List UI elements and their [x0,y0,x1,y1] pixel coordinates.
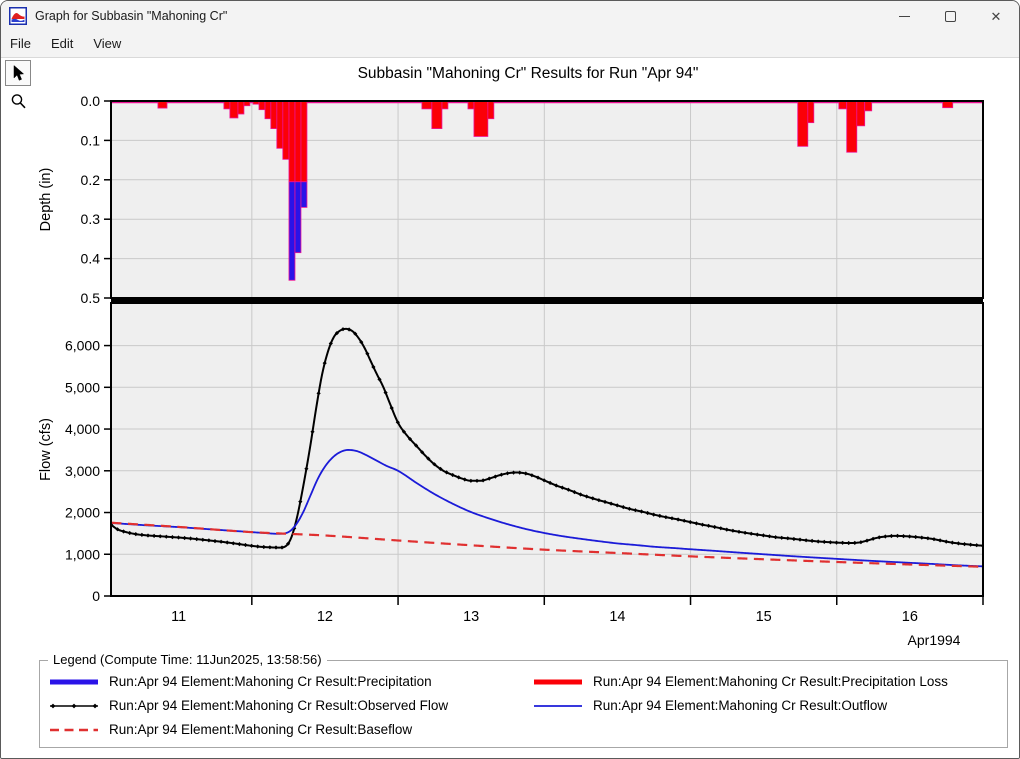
legend-item: Run:Apr 94 Element:Mahoning Cr Result:Pr… [48,674,532,689]
menu-item-file[interactable]: File [10,36,31,51]
legend-items: Run:Apr 94 Element:Mahoning Cr Result:Pr… [40,661,1007,737]
legend-item: Run:Apr 94 Element:Mahoning Cr Result:Pr… [532,674,1007,689]
day-tick-label: 16 [902,609,918,625]
legend-label: Run:Apr 94 Element:Mahoning Cr Result:Ba… [109,722,413,737]
precip-loss-bar [258,100,266,111]
precip-loss-bar [441,100,449,110]
baseflow-line [111,521,983,568]
legend-item: Run:Apr 94 Element:Mahoning Cr Result:Ou… [532,698,1007,713]
outflow-line [111,449,983,568]
precip-loss-bar [157,100,168,109]
flow-tick-label: 6,000 [65,338,100,354]
legend-key-markers [48,700,100,712]
menu-item-edit[interactable]: Edit [50,36,74,51]
x-axis-unit-label: Apr1994 [908,632,961,648]
legend-item: Run:Apr 94 Element:Mahoning Cr Result:Ba… [48,722,532,737]
day-tick-label: 11 [171,609,186,625]
pointer-tool-button[interactable] [5,60,31,86]
flow-panel-border [110,302,984,597]
minimize-icon [898,15,910,17]
minimize-button[interactable] [881,1,927,31]
panel-divider [111,298,983,303]
precip-loss-bar [467,100,475,110]
precip-loss-bar [294,100,302,183]
precip-loss-bar [797,100,809,147]
flow-tick-label: 3,000 [65,463,100,479]
depth-tick-label: 0.3 [81,211,101,227]
menu-bar: File Edit View [1,31,1019,58]
maximize-icon [944,10,956,22]
precip-loss-bar [264,100,272,120]
precip-excess-bar [288,181,296,281]
depth-tick-label: 0.1 [81,132,101,148]
flow-tick-label: 2,000 [65,505,100,521]
flow-tick-label: 0 [92,588,100,604]
legend-label: Run:Apr 94 Element:Mahoning Cr Result:Ob… [109,698,449,713]
flow-tick-label: 4,000 [65,421,100,437]
legend-label: Run:Apr 94 Element:Mahoning Cr Result:Ou… [593,698,888,713]
flow-tick-label: 1,000 [65,546,100,562]
day-tick-label: 14 [609,609,625,625]
close-icon: ✕ [990,8,1002,24]
menu-item-view[interactable]: View [93,36,122,51]
precip-excess-bar [294,181,302,254]
precip-loss-bar [846,100,858,153]
legend-item: Run:Apr 94 Element:Mahoning Cr Result:Ob… [48,698,532,713]
legend-key-dashed [48,724,100,736]
legend-title: Legend (Compute Time: 11Jun2025, 13:58:5… [48,652,327,667]
precip-loss-bar [282,100,290,160]
precip-loss-bar [864,100,873,112]
legend-key-thick [48,676,100,688]
legend-box: Legend (Compute Time: 11Jun2025, 13:58:5… [39,652,1008,748]
zoom-tool-button[interactable] [5,88,31,114]
day-tick-label: 13 [463,609,479,625]
close-button[interactable]: ✕ [973,1,1019,31]
flow-series-group [111,327,983,568]
legend-key-line [532,700,584,712]
precip-loss-bar [276,100,284,149]
precip-excess-bar [300,181,308,208]
title-bar[interactable]: Graph for Subbasin "Mahoning Cr" ✕ [1,1,1019,31]
precip-loss-bar [838,100,848,110]
day-tick-label: 15 [756,609,772,625]
precip-loss-bar [807,100,815,124]
depth-tick-label: 0.4 [81,251,101,267]
precip-loss-bar [487,100,495,120]
legend-label: Run:Apr 94 Element:Mahoning Cr Result:Pr… [109,674,432,689]
precip-loss-bar [300,100,308,183]
precip-loss-bar [288,100,296,183]
depth-tick-label: 0.5 [81,290,101,306]
flow-axis-label: Flow (cfs) [38,418,54,481]
flow-tick-label: 5,000 [65,379,100,395]
legend-label: Run:Apr 94 Element:Mahoning Cr Result:Pr… [593,674,948,689]
chart-plot[interactable]: 0.0 0.1 0.2 0.3 0.4 0.5 0 1,000 2,000 3,000 4,000 5… [1,58,1020,658]
magnifier-icon [11,93,26,108]
precip-loss-bar [270,100,278,129]
precip-loss-bar [856,100,866,127]
precip-loss-bar [421,100,433,110]
window-title: Graph for Subbasin "Mahoning Cr" [35,9,228,23]
precip-loss-bar [431,100,443,129]
precip-loss-bar [237,100,245,115]
arrow-pointer-icon [13,64,24,81]
depth-axis-label: Depth (in) [38,168,54,232]
maximize-button[interactable] [927,1,973,31]
precip-loss-bar [229,100,239,119]
day-tick-label: 12 [317,609,333,625]
precip-loss-bar [942,100,954,109]
precip-loss-bar [223,100,231,110]
hms-hydrograph-icon [9,7,27,25]
graph-canvas: Subbasin "Mahoning Cr" Results for Run "… [1,58,1019,758]
flow-panel[interactable] [111,303,983,596]
legend-key-thick [532,676,584,688]
depth-tick-label: 0.0 [81,93,101,109]
precip-loss-bar [473,100,489,137]
precip-panel[interactable] [111,101,983,298]
depth-tick-label: 0.2 [81,172,101,188]
